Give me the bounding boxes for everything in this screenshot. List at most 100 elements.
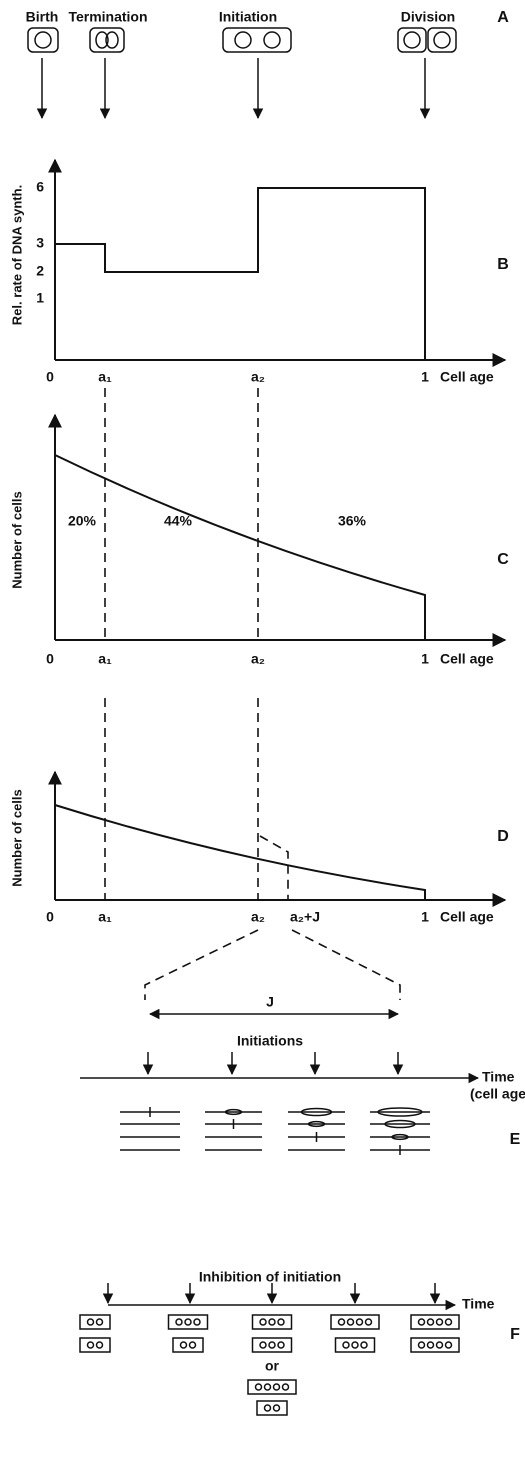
panel-b: Rel. rate of DNA synth. 1 2 3 6 0 a₁ a₂ … <box>9 158 509 385</box>
x-axis-title: Cell age <box>440 909 494 925</box>
origin <box>184 1318 192 1326</box>
event-label: Termination <box>68 9 147 25</box>
x-label: 0 <box>46 369 54 385</box>
panel-c: Number of cells 20% 44% 36% 0 a₁ a₂ 1 Ce… <box>9 413 509 667</box>
origin <box>277 1341 285 1349</box>
panel-e: J Initiations Time (cell age) E <box>80 929 525 1155</box>
origin <box>86 1318 95 1326</box>
panel-f: Inhibition of initiation Time or F <box>79 1269 520 1416</box>
origin <box>444 1341 453 1349</box>
y-tick-label: 3 <box>36 235 44 251</box>
axis-note: (cell age) <box>470 1086 525 1102</box>
initiations-label: Initiations <box>237 1033 303 1049</box>
cell-boxes <box>79 1314 460 1416</box>
origin <box>426 1318 435 1326</box>
origin <box>259 1318 267 1326</box>
panel-d: Number of cells 0 a₁ a₂ a₂+J 1 Cell age … <box>9 698 509 925</box>
cell-box <box>251 1337 293 1353</box>
origin <box>444 1318 453 1326</box>
cell-box <box>79 1314 111 1330</box>
x-label: a₁ <box>98 909 112 925</box>
y-tick-label: 1 <box>36 290 44 306</box>
cell-box <box>79 1337 111 1353</box>
event-label: Division <box>401 9 455 25</box>
replication-bubble <box>307 1120 326 1128</box>
event-arrows <box>36 58 431 120</box>
x-label: a₂ <box>251 651 265 667</box>
x-label: 1 <box>421 909 429 925</box>
y-axis-label: Number of cells <box>9 491 24 589</box>
cell-box <box>256 1400 288 1416</box>
x-label: 0 <box>46 651 54 667</box>
panel-a: Birth Termination Initiation Division A <box>26 9 509 120</box>
origin <box>254 1383 263 1391</box>
axis-label: Time <box>482 1069 515 1085</box>
replication-bubble <box>300 1107 333 1117</box>
origin <box>351 1341 359 1349</box>
origin <box>263 1383 272 1391</box>
origin <box>272 1404 281 1412</box>
fraction-label: 36% <box>338 513 367 529</box>
origin <box>268 1341 276 1349</box>
origin <box>364 1318 373 1326</box>
x-label: 1 <box>421 369 429 385</box>
origin <box>346 1318 355 1326</box>
cell-box <box>247 1379 297 1395</box>
chromosome-diagrams <box>120 1107 430 1155</box>
panel-letter: A <box>497 9 509 26</box>
x-label: a₁ <box>98 369 112 385</box>
origin <box>281 1383 290 1391</box>
origin <box>179 1341 188 1349</box>
origin <box>272 1383 281 1391</box>
x-label: 1 <box>421 651 429 667</box>
axis-label: Time <box>462 1296 495 1312</box>
origin <box>417 1318 426 1326</box>
alternative-label: or <box>265 1358 280 1374</box>
cell-box <box>167 1314 209 1330</box>
origin <box>268 1318 276 1326</box>
fraction-label: 44% <box>164 513 193 529</box>
cell-icons <box>27 27 457 53</box>
age-distribution-curve <box>54 804 426 900</box>
a2j-guide <box>259 835 289 900</box>
replication-bubble <box>224 1108 243 1116</box>
cell-box <box>410 1314 460 1330</box>
origin <box>263 1404 272 1412</box>
x-label: a₂+J <box>290 909 320 925</box>
cell-box <box>334 1337 376 1353</box>
replication-bubble <box>377 1107 423 1117</box>
origin <box>86 1341 95 1349</box>
zoom-guide <box>144 929 259 1000</box>
replication-bubble <box>391 1133 409 1141</box>
time-arrows <box>102 1283 441 1305</box>
initiation-arrows <box>142 1052 404 1076</box>
panel-letter: D <box>497 828 509 845</box>
origin <box>435 1341 444 1349</box>
origin <box>360 1341 368 1349</box>
origin <box>193 1318 201 1326</box>
event-label: Birth <box>26 9 59 25</box>
y-axis-label: Rel. rate of DNA synth. <box>9 185 24 325</box>
cell-box <box>330 1314 380 1330</box>
origin <box>426 1341 435 1349</box>
origin <box>259 1341 267 1349</box>
cell-box <box>410 1337 460 1353</box>
x-label: 0 <box>46 909 54 925</box>
origin <box>95 1318 104 1326</box>
origin <box>95 1341 104 1349</box>
x-label: a₁ <box>98 651 112 667</box>
panel-letter: C <box>497 551 509 568</box>
origin <box>342 1341 350 1349</box>
panel-letter: E <box>510 1131 521 1148</box>
interval-label: J <box>266 994 274 1010</box>
y-axis-label: Number of cells <box>9 789 24 887</box>
rate-step-line <box>55 187 426 360</box>
zoom-guide <box>291 929 401 1000</box>
panel-letter: B <box>497 256 509 273</box>
origin <box>417 1341 426 1349</box>
cell-box <box>251 1314 293 1330</box>
cell-box <box>172 1337 204 1353</box>
origin <box>277 1318 285 1326</box>
y-tick-label: 6 <box>36 179 44 195</box>
